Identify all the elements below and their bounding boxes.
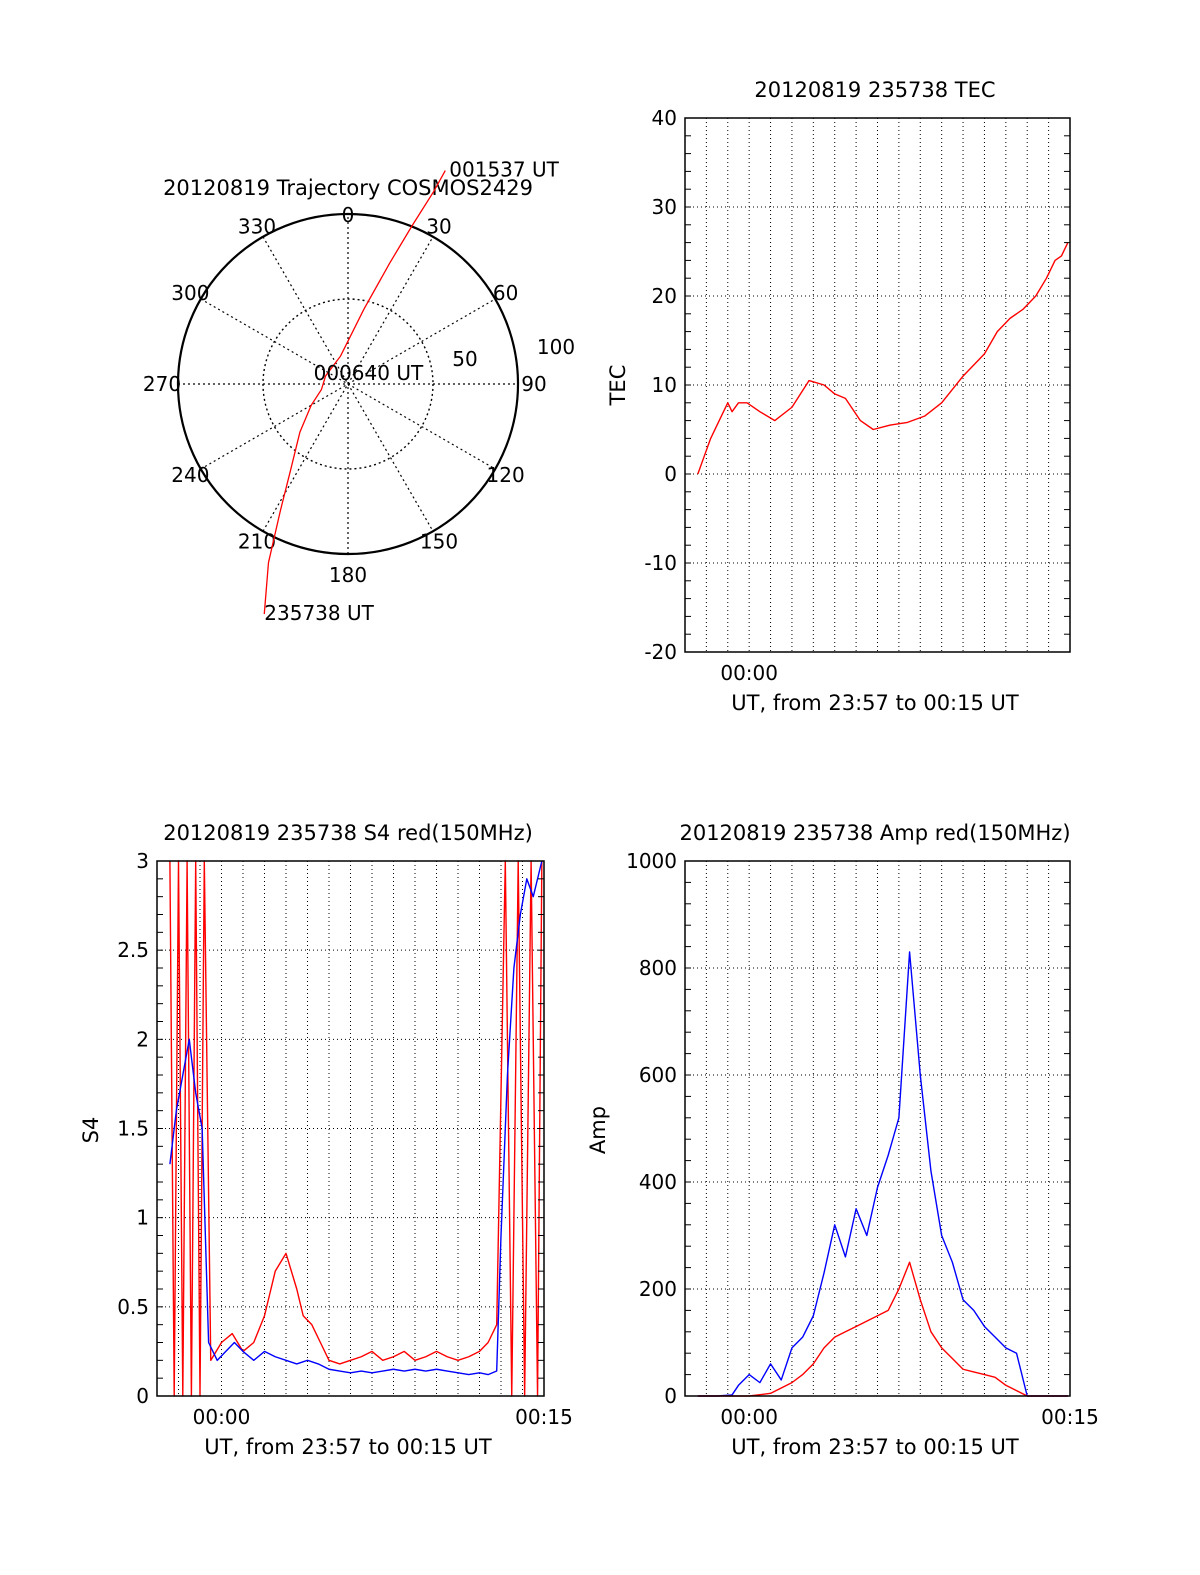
y-tick-label: -10	[644, 551, 677, 575]
y-tick-label: 3	[136, 849, 149, 873]
amp-axes	[684, 860, 1071, 1397]
amp-series	[697, 951, 1068, 1397]
polar-grid	[176, 212, 520, 556]
data-series-line	[697, 242, 1069, 475]
y-tick-label: 0	[136, 1384, 149, 1408]
trajectory-annotations: 235738 UT 000640 UT 001537 UT	[264, 158, 559, 626]
data-series-line	[169, 860, 543, 1376]
azimuth-tick-label: 300	[171, 281, 209, 305]
trajectory-series	[263, 170, 446, 615]
tec-grid	[685, 118, 1070, 652]
x-tick-label: 00:00	[720, 1405, 778, 1429]
tec-panel: 20120819 235738 TEC UT, from 23:57 to 00…	[606, 78, 1071, 715]
trajectory-line	[263, 170, 446, 615]
y-tick-label: 0	[664, 1384, 677, 1408]
amp-panel: 20120819 235738 Amp red(150MHz) UT, from…	[586, 821, 1099, 1459]
azimuth-tick-label: 180	[329, 563, 367, 587]
azimuth-tick-label: 240	[171, 463, 209, 487]
azimuth-tick-label: 330	[238, 214, 276, 238]
s4-y-axis-label: S4	[79, 1117, 103, 1144]
y-tick-label: 30	[652, 195, 677, 219]
y-tick-label: 2	[136, 1027, 149, 1051]
tec-tick-labels: -20 -10 0 10 20 30 40 00:00	[644, 106, 778, 685]
y-tick-label: -20	[644, 640, 677, 664]
azimuth-tick-label: 60	[493, 281, 518, 305]
trajectory-time-label: 235738 UT	[264, 601, 374, 625]
azimuth-tick-label: 150	[420, 530, 458, 554]
s4-x-axis-label: UT, from 23:57 to 00:15 UT	[204, 1435, 492, 1459]
polar-ring-inner	[262, 298, 434, 470]
y-tick-label: 0.5	[117, 1295, 149, 1319]
y-tick-label: 0	[664, 462, 677, 486]
data-series-line	[697, 951, 1068, 1397]
amp-title: 20120819 235738 Amp red(150MHz)	[679, 821, 1070, 845]
x-tick-label: 00:00	[720, 661, 778, 685]
s4-series	[169, 860, 543, 1397]
elevation-ring-label: 50	[452, 347, 477, 371]
polar-ring-outer	[176, 212, 520, 556]
y-tick-label: 400	[639, 1170, 677, 1194]
s4-axes	[156, 860, 545, 1397]
azimuth-tick-label: 210	[238, 530, 276, 554]
y-tick-label: 1000	[626, 849, 677, 873]
polar-spoke	[262, 236, 434, 532]
polar-tick-labels: 0 30 60 90 120 150 180 210 240 270 300 330 50 100	[143, 203, 575, 587]
amp-tick-labels: 0 200 400 600 800 1000 00:00 00:15	[626, 849, 1099, 1429]
s4-title: 20120819 235738 S4 red(150MHz)	[163, 821, 533, 845]
s4-tick-labels: 0 0.5 1 1.5 2 2.5 3 00:00 00:15	[117, 849, 573, 1429]
x-tick-label: 00:15	[1041, 1405, 1099, 1429]
trajectory-time-label: 000640 UT	[314, 361, 424, 385]
x-tick-label: 00:15	[515, 1405, 573, 1429]
tec-series	[697, 242, 1069, 475]
y-tick-label: 20	[652, 284, 677, 308]
y-tick-label: 200	[639, 1277, 677, 1301]
tec-x-axis-label: UT, from 23:57 to 00:15 UT	[731, 691, 1019, 715]
trajectory-time-label: 001537 UT	[449, 158, 559, 182]
azimuth-tick-label: 270	[143, 372, 181, 396]
x-tick-label: 00:00	[193, 1405, 251, 1429]
azimuth-tick-label: 30	[426, 214, 451, 238]
azimuth-tick-label: 90	[521, 372, 546, 396]
y-tick-label: 2.5	[117, 938, 149, 962]
tec-title: 20120819 235738 TEC	[754, 78, 995, 102]
y-tick-label: 1	[136, 1206, 149, 1230]
trajectory-title: 20120819 Trajectory COSMOS2429	[163, 176, 533, 200]
data-series-line	[169, 860, 543, 1397]
elevation-ring-label: 100	[537, 335, 575, 359]
amp-x-axis-label: UT, from 23:57 to 00:15 UT	[731, 1435, 1019, 1459]
y-tick-label: 10	[652, 373, 677, 397]
amp-grid	[685, 861, 1070, 1396]
amp-y-axis-label: Amp	[586, 1106, 610, 1154]
tec-y-axis-label: TEC	[606, 365, 630, 407]
s4-panel: 20120819 235738 S4 red(150MHz) UT, from …	[79, 821, 573, 1459]
plot-frame	[684, 860, 1071, 1397]
y-tick-label: 1.5	[117, 1117, 149, 1141]
azimuth-tick-label: 0	[342, 203, 355, 227]
azimuth-tick-label: 120	[487, 463, 525, 487]
y-tick-label: 40	[652, 106, 677, 130]
y-tick-label: 600	[639, 1063, 677, 1087]
data-series-line	[697, 1261, 1068, 1397]
y-tick-label: 800	[639, 956, 677, 980]
tec-axes	[684, 117, 1071, 653]
trajectory-polar-plot: 20120819 Trajectory COSMOS2429 0 30 60 90 12…	[143, 158, 575, 626]
s4-grid	[157, 861, 544, 1396]
